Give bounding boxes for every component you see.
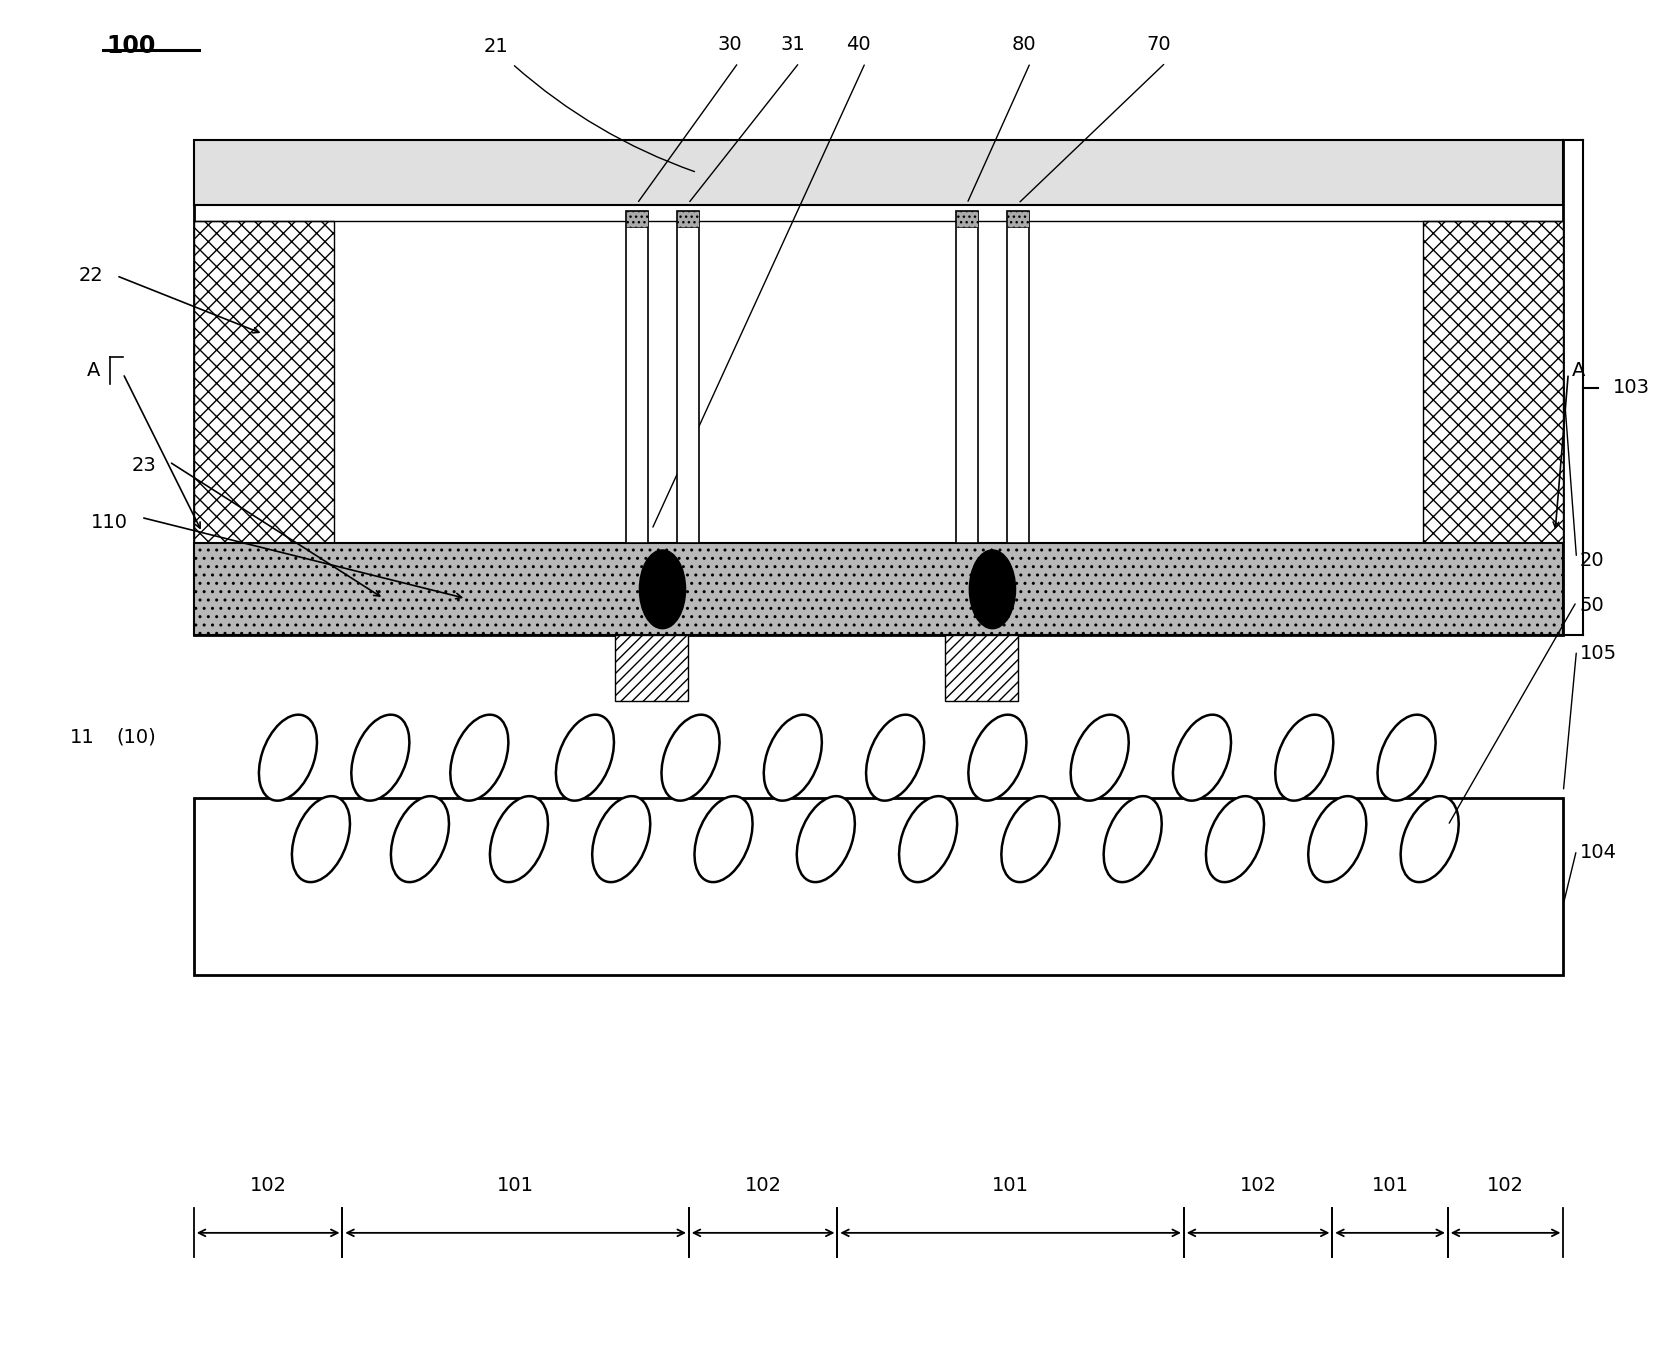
Text: A: A bbox=[1572, 361, 1585, 380]
Bar bbox=[956, 210, 978, 227]
Ellipse shape bbox=[391, 796, 449, 882]
Bar bbox=[956, 210, 978, 544]
Ellipse shape bbox=[1276, 714, 1334, 800]
Text: 20: 20 bbox=[1580, 552, 1605, 571]
Bar bbox=[615, 635, 688, 701]
Bar bbox=[1008, 210, 1029, 227]
Text: 102: 102 bbox=[1487, 1176, 1523, 1195]
Text: 100: 100 bbox=[106, 34, 156, 57]
Text: 101: 101 bbox=[1372, 1176, 1409, 1195]
Bar bbox=[195, 139, 1563, 635]
Text: 40: 40 bbox=[846, 36, 871, 55]
Ellipse shape bbox=[1206, 796, 1264, 882]
Text: 21: 21 bbox=[484, 37, 509, 56]
Bar bbox=[677, 210, 698, 544]
Text: 102: 102 bbox=[745, 1176, 782, 1195]
Ellipse shape bbox=[662, 714, 720, 800]
Ellipse shape bbox=[451, 714, 509, 800]
Ellipse shape bbox=[555, 714, 614, 800]
Ellipse shape bbox=[259, 714, 318, 800]
Text: 23: 23 bbox=[131, 456, 156, 475]
Ellipse shape bbox=[293, 796, 349, 882]
Ellipse shape bbox=[491, 796, 549, 882]
Bar bbox=[195, 139, 1563, 205]
Ellipse shape bbox=[797, 796, 855, 882]
Ellipse shape bbox=[900, 796, 958, 882]
Bar bbox=[1424, 221, 1563, 544]
Ellipse shape bbox=[1377, 714, 1435, 800]
Ellipse shape bbox=[970, 550, 1016, 628]
Text: 31: 31 bbox=[780, 36, 805, 55]
Text: A: A bbox=[86, 361, 100, 380]
Bar bbox=[1008, 210, 1029, 544]
Bar bbox=[195, 221, 334, 544]
Text: 102: 102 bbox=[249, 1176, 286, 1195]
Text: 22: 22 bbox=[78, 266, 103, 285]
Text: 103: 103 bbox=[1613, 378, 1650, 398]
Bar bbox=[334, 221, 1424, 544]
Bar bbox=[946, 635, 1018, 701]
Ellipse shape bbox=[351, 714, 409, 800]
Bar bbox=[195, 544, 1563, 635]
Ellipse shape bbox=[968, 714, 1026, 800]
Ellipse shape bbox=[763, 714, 822, 800]
Bar bbox=[195, 798, 1563, 975]
Text: 70: 70 bbox=[1147, 36, 1171, 55]
Text: 101: 101 bbox=[993, 1176, 1029, 1195]
Ellipse shape bbox=[639, 550, 685, 628]
Text: 30: 30 bbox=[718, 36, 742, 55]
Bar bbox=[627, 210, 647, 544]
Ellipse shape bbox=[1172, 714, 1231, 800]
Ellipse shape bbox=[866, 714, 925, 800]
Text: 50: 50 bbox=[1580, 596, 1605, 615]
Text: 11: 11 bbox=[70, 728, 95, 747]
Text: (10): (10) bbox=[116, 728, 156, 747]
Text: 101: 101 bbox=[497, 1176, 534, 1195]
Text: 80: 80 bbox=[1011, 36, 1036, 55]
Ellipse shape bbox=[592, 796, 650, 882]
Ellipse shape bbox=[1400, 796, 1458, 882]
Text: 104: 104 bbox=[1580, 843, 1616, 862]
Ellipse shape bbox=[695, 796, 753, 882]
Ellipse shape bbox=[1001, 796, 1059, 882]
Ellipse shape bbox=[1071, 714, 1129, 800]
Ellipse shape bbox=[1104, 796, 1162, 882]
Text: 102: 102 bbox=[1239, 1176, 1277, 1195]
Text: 110: 110 bbox=[91, 514, 128, 533]
Text: 105: 105 bbox=[1580, 643, 1616, 663]
Bar bbox=[677, 210, 698, 227]
Ellipse shape bbox=[1309, 796, 1367, 882]
Bar bbox=[627, 210, 647, 227]
